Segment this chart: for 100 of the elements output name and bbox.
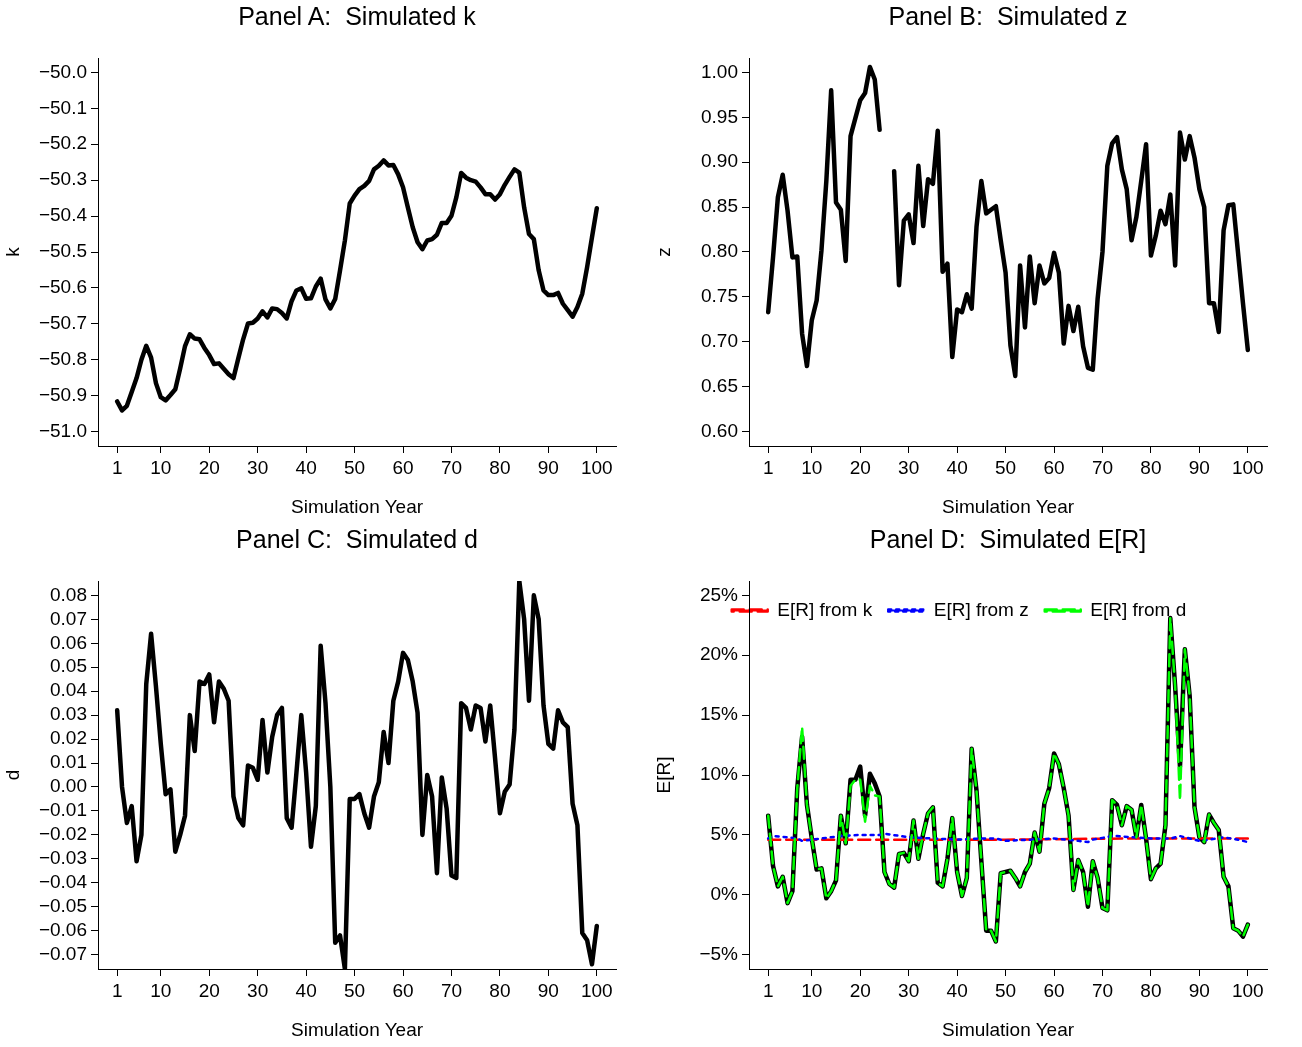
y-tick-label: −50.0 [38, 60, 87, 82]
legend-label: E[R] from k [777, 598, 873, 620]
x-tick-label: 100 [580, 979, 613, 1001]
y-tick-label: −0.01 [38, 799, 87, 821]
y-axis-title: k [1, 246, 23, 257]
x-axis-title: Simulation Year [941, 1018, 1075, 1040]
x-tick-label: 20 [198, 979, 220, 1001]
y-tick-label: −50.5 [38, 240, 87, 262]
y-axis-title: d [1, 769, 23, 781]
x-tick-label: 1 [762, 456, 774, 478]
y-tick-label: −50.3 [38, 168, 87, 190]
x-tick-label: 30 [898, 456, 920, 478]
x-tick-label: 30 [247, 979, 269, 1001]
chart-title: Panel C: Simulated d [235, 525, 479, 554]
x-tick-label: 40 [946, 979, 968, 1001]
y-tick-label: 15% [699, 703, 739, 725]
y-tick-label: −50.9 [38, 383, 87, 405]
y-tick-label: 0.03 [50, 703, 87, 725]
x-tick-label: 20 [198, 456, 220, 478]
y-tick-label: 0.06 [50, 631, 87, 653]
x-axis-title: Simulation Year [290, 1018, 424, 1040]
x-tick-label: 60 [392, 456, 414, 478]
y-tick-label: 5% [710, 823, 739, 845]
y-tick-label: 0.01 [50, 751, 87, 773]
chart-title: Panel A: Simulated k [237, 2, 477, 31]
x-tick-label: 80 [489, 979, 511, 1001]
x-tick-label: 40 [295, 979, 317, 1001]
x-tick-label: 60 [1043, 456, 1065, 478]
y-tick-label: 0.90 [701, 150, 738, 172]
y-tick-label: 0.95 [701, 105, 738, 127]
y-tick-label: 0% [710, 882, 739, 904]
y-tick-label: −0.03 [38, 847, 87, 869]
y-axis-title: E[R] [652, 756, 674, 794]
x-tick-label: 50 [344, 456, 366, 478]
x-tick-label: 10 [801, 456, 823, 478]
x-tick-label: 20 [849, 979, 871, 1001]
chart-title: Panel D: Simulated E[R] [868, 525, 1148, 554]
x-tick-label: 10 [150, 456, 172, 478]
x-tick-label: 50 [344, 979, 366, 1001]
x-tick-label: 90 [1188, 979, 1210, 1001]
y-tick-label: 0.08 [50, 583, 87, 605]
y-tick-label: 0.70 [701, 330, 738, 352]
chart-title: Panel B: Simulated z [887, 2, 1129, 31]
x-tick-label: 70 [1091, 979, 1114, 1001]
y-tick-label: −0.06 [38, 918, 87, 940]
y-tick-label: 0.80 [701, 240, 738, 262]
x-tick-label: 1 [111, 456, 123, 478]
x-tick-label: 100 [1231, 979, 1264, 1001]
x-tick-label: 80 [1140, 979, 1162, 1001]
y-tick-label: −50.7 [38, 312, 87, 334]
y-tick-label: −50.6 [38, 276, 87, 298]
y-tick-label: 0.07 [50, 607, 87, 629]
y-tick-label: 0.85 [701, 195, 738, 217]
y-tick-label: 20% [699, 643, 739, 665]
x-tick-label: 10 [801, 979, 823, 1001]
x-tick-label: 40 [946, 456, 968, 478]
x-tick-label: 10 [150, 979, 172, 1001]
y-tick-label: 25% [699, 583, 739, 605]
x-tick-label: 70 [440, 979, 463, 1001]
y-tick-label: −0.02 [38, 823, 87, 845]
y-tick-label: 1.00 [701, 60, 738, 82]
x-axis-title: Simulation Year [941, 495, 1075, 517]
x-tick-label: 70 [440, 456, 463, 478]
x-tick-label: 90 [537, 979, 559, 1001]
x-tick-label: 100 [580, 456, 613, 478]
y-axis-title: z [652, 247, 674, 257]
x-tick-label: 30 [247, 456, 269, 478]
x-tick-label: 50 [995, 456, 1017, 478]
y-tick-label: 10% [699, 763, 739, 785]
y-tick-label: −51.0 [38, 419, 87, 441]
y-tick-label: −5% [699, 942, 739, 964]
y-tick-label: −50.2 [38, 132, 87, 154]
y-tick-label: −0.04 [38, 871, 88, 893]
legend-label: E[R] from z [933, 598, 1029, 620]
y-tick-label: −0.05 [38, 894, 87, 916]
x-tick-label: 50 [995, 979, 1017, 1001]
x-tick-label: 60 [392, 979, 414, 1001]
legend-label: E[R] from d [1090, 598, 1187, 620]
x-tick-label: 1 [762, 979, 774, 1001]
y-tick-label: −50.1 [38, 96, 87, 118]
x-tick-label: 80 [489, 456, 511, 478]
x-tick-label: 90 [537, 456, 559, 478]
x-tick-label: 40 [295, 456, 317, 478]
y-tick-label: −0.07 [38, 942, 87, 964]
x-tick-label: 70 [1091, 456, 1114, 478]
x-tick-label: 1 [111, 979, 123, 1001]
x-tick-label: 90 [1188, 456, 1210, 478]
y-tick-label: 0.04 [50, 679, 88, 701]
y-tick-label: 0.00 [50, 775, 87, 797]
y-tick-label: −50.4 [38, 204, 88, 226]
x-tick-label: 100 [1231, 456, 1264, 478]
y-tick-label: 0.05 [50, 655, 87, 677]
y-tick-label: 0.60 [701, 419, 738, 441]
x-tick-label: 80 [1140, 456, 1162, 478]
x-tick-label: 60 [1043, 979, 1065, 1001]
y-tick-label: 0.02 [50, 727, 87, 749]
y-tick-label: 0.75 [701, 285, 738, 307]
x-tick-label: 30 [898, 979, 920, 1001]
y-tick-label: −50.8 [38, 348, 87, 370]
y-tick-label: 0.65 [701, 374, 738, 396]
